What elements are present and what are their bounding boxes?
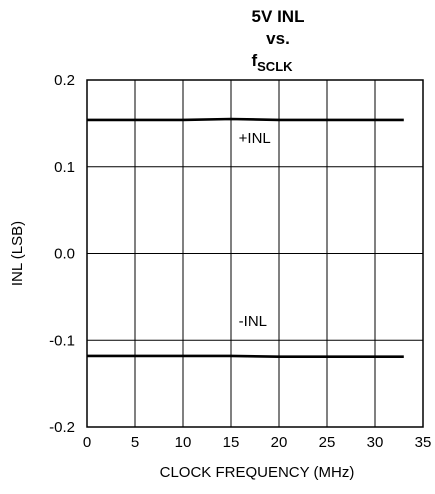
series-annotation: -INL <box>239 313 267 330</box>
y-axis-label: INL (LSB) <box>9 221 26 286</box>
series-annotation: +INL <box>239 130 271 147</box>
y-tick-label: 0.1 <box>54 159 75 176</box>
series-lines <box>87 117 404 359</box>
x-tick-label: 30 <box>367 434 384 451</box>
chart-title-line-2: vs. <box>266 29 290 48</box>
series-line-minus-inl <box>87 354 404 359</box>
chart-title-line-1: 5V INL <box>252 7 305 26</box>
y-tick-label: -0.2 <box>49 419 75 436</box>
y-tick-labels: 0.2 0.1 0.0 -0.1 -0.2 <box>49 72 75 436</box>
x-tick-label: 25 <box>319 434 336 451</box>
x-axis-label: CLOCK FREQUENCY (MHz) <box>160 464 355 481</box>
chart-title: 5V INL vs. fSCLK <box>251 7 304 74</box>
chart-title-subscript: SCLK <box>257 59 293 74</box>
series-line-plus-inl <box>87 117 404 122</box>
x-tick-label: 0 <box>83 434 91 451</box>
y-tick-label: 0.2 <box>54 72 75 89</box>
y-tick-label: 0.0 <box>54 246 75 263</box>
series-annotations: +INL -INL <box>239 130 271 330</box>
x-tick-labels: 0 5 10 15 20 25 30 35 <box>83 434 432 451</box>
chart-title-line-3: fSCLK <box>251 51 293 74</box>
x-tick-label: 5 <box>131 434 139 451</box>
chart-title-f: f <box>251 51 257 70</box>
x-tick-label: 10 <box>175 434 192 451</box>
x-tick-label: 15 <box>223 434 240 451</box>
y-tick-label: -0.1 <box>49 332 75 349</box>
x-tick-label: 35 <box>415 434 432 451</box>
grid <box>87 80 423 427</box>
x-tick-label: 20 <box>271 434 288 451</box>
plot-frame <box>86 79 424 428</box>
